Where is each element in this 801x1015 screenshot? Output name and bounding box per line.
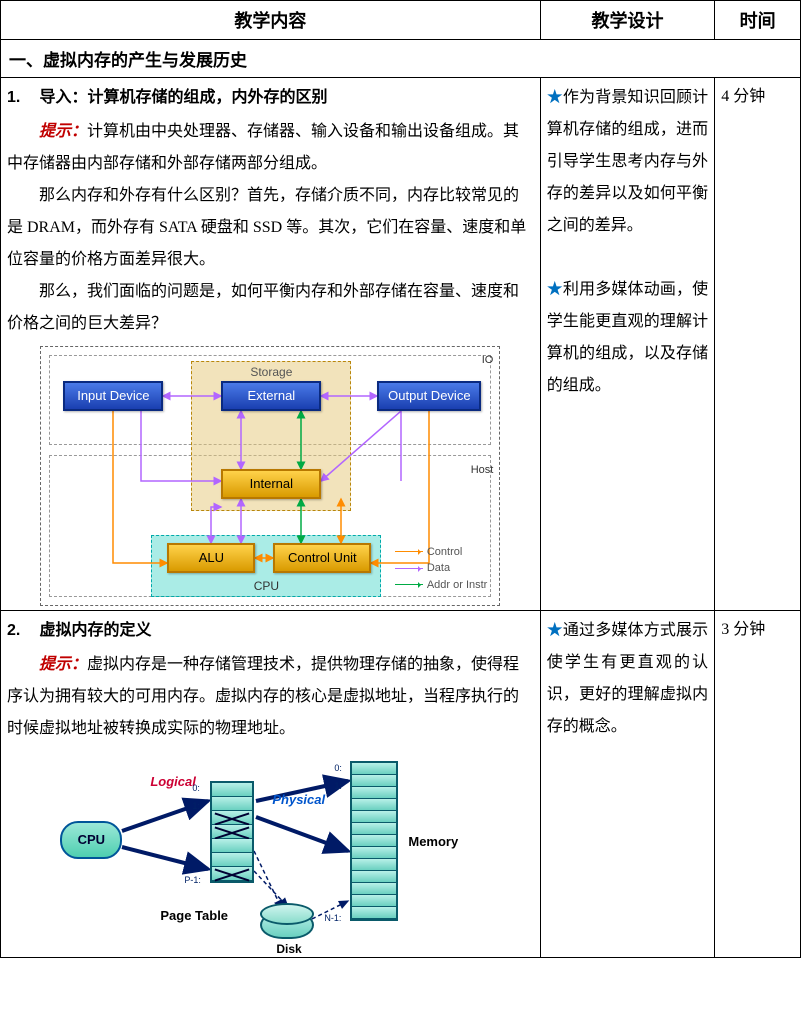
- header-design: 教学设计: [540, 1, 714, 40]
- lesson-plan-table: 教学内容 教学设计 时间 一、虚拟内存的产生与发展历史 1. 导入：计算机存储的…: [0, 0, 801, 958]
- box-alu: ALU: [167, 543, 255, 573]
- section-header-row: 一、虚拟内存的产生与发展历史: [1, 40, 801, 78]
- item2-num: 2.: [7, 615, 35, 647]
- item1-title: 导入：计算机存储的组成，内外存的区别: [39, 89, 327, 106]
- content-cell-1: 1. 导入：计算机存储的组成，内外存的区别 提示：计算机由中央处理器、存储器、输…: [1, 78, 541, 611]
- item2-p1: 提示：虚拟内存是一种存储管理技术，提供物理存储的抽象，使得程序认为拥有较大的可用…: [7, 649, 534, 745]
- box-cu: Control Unit: [273, 543, 371, 573]
- mem-bot-idx: N-1:: [324, 909, 341, 927]
- legend-control: Control: [427, 544, 462, 561]
- star-icon: ★: [547, 281, 563, 298]
- io-label: IO: [482, 349, 494, 371]
- diagram1-wrap: IO Host Storage CPU Input DeviceExternal…: [7, 346, 534, 606]
- content-cell-2: 2. 虚拟内存的定义 提示：虚拟内存是一种存储管理技术，提供物理存储的抽象，使得…: [1, 611, 541, 958]
- design1b-text: 利用多媒体动画，使学生能更直观的理解计算机的组成，以及存储的组成。: [547, 281, 708, 394]
- header-content: 教学内容: [1, 1, 541, 40]
- item2-heading: 2. 虚拟内存的定义: [7, 615, 534, 647]
- memory-column: [350, 761, 398, 921]
- computer-architecture-diagram: IO Host Storage CPU Input DeviceExternal…: [40, 346, 500, 606]
- item1-p2: 那么内存和外存有什么区别？首先，存储介质不同，内存比较常见的是 DRAM，而外存…: [7, 180, 534, 276]
- header-time: 时间: [715, 1, 801, 40]
- design2-text: 通过多媒体方式展示使学生有更直观的认识，更好的理解虚拟内存的概念。: [547, 622, 708, 735]
- pt-top-idx: 0: 1:: [192, 779, 200, 815]
- design-cell-2: ★通过多媒体方式展示使学生有更直观的认识，更好的理解虚拟内存的概念。: [540, 611, 714, 958]
- box-external: External: [221, 381, 321, 411]
- page-table: [210, 781, 254, 883]
- header-row: 教学内容 教学设计 时间: [1, 1, 801, 40]
- design-cell-1: ★作为背景知识回顾计算机存储的组成，进而引导学生思考内存与外存的差异以及如何平衡…: [540, 78, 714, 611]
- legend-addr: Addr or Instr: [427, 577, 488, 594]
- tip-label-1: 提示：: [39, 123, 87, 140]
- section-title: 一、虚拟内存的产生与发展历史: [1, 40, 801, 78]
- cpu-label: CPU: [152, 574, 380, 598]
- content-row-1: 1. 导入：计算机存储的组成，内外存的区别 提示：计算机由中央处理器、存储器、输…: [1, 78, 801, 611]
- cpu-node: CPU: [60, 821, 122, 859]
- item1-num: 1.: [7, 82, 35, 114]
- item1-heading: 1. 导入：计算机存储的组成，内外存的区别: [7, 82, 534, 114]
- host-label: Host: [471, 459, 494, 481]
- tip-label-2: 提示：: [39, 656, 87, 673]
- physical-label: Physical: [272, 787, 325, 813]
- diagram2-wrap: CPU Logical Physical Memory Page Table D…: [7, 751, 534, 951]
- disk-label: Disk: [276, 937, 301, 961]
- content-row-2: 2. 虚拟内存的定义 提示：虚拟内存是一种存储管理技术，提供物理存储的抽象，使得…: [1, 611, 801, 958]
- star-icon: ★: [547, 622, 563, 639]
- box-input: Input Device: [63, 381, 163, 411]
- time-cell-1: 4 分钟: [715, 78, 801, 611]
- design1-text: 作为背景知识回顾计算机存储的组成，进而引导学生思考内存与外存的差异以及如何平衡之…: [547, 89, 708, 234]
- star-icon: ★: [547, 89, 563, 106]
- logical-label: Logical: [150, 769, 196, 795]
- pt-bot-idx: P-1:: [184, 871, 201, 889]
- mem-top-idx: 0: 1:: [334, 759, 342, 795]
- time-cell-2: 3 分钟: [715, 611, 801, 958]
- pagetable-label: Page Table: [160, 903, 228, 929]
- box-internal: Internal: [221, 469, 321, 499]
- legend: Control Data Addr or Instr: [395, 544, 488, 594]
- item1-p3: 那么，我们面临的问题是，如何平衡内存和外部存储在容量、速度和价格之间的巨大差异？: [7, 276, 534, 340]
- memory-label: Memory: [408, 829, 458, 855]
- item2-title: 虚拟内存的定义: [39, 622, 151, 639]
- virtual-memory-diagram: CPU Logical Physical Memory Page Table D…: [50, 751, 490, 951]
- disk-node: [260, 911, 314, 939]
- box-output: Output Device: [377, 381, 481, 411]
- legend-data: Data: [427, 560, 450, 577]
- item1-p1: 提示：计算机由中央处理器、存储器、输入设备和输出设备组成。其中存储器由内部存储和…: [7, 116, 534, 180]
